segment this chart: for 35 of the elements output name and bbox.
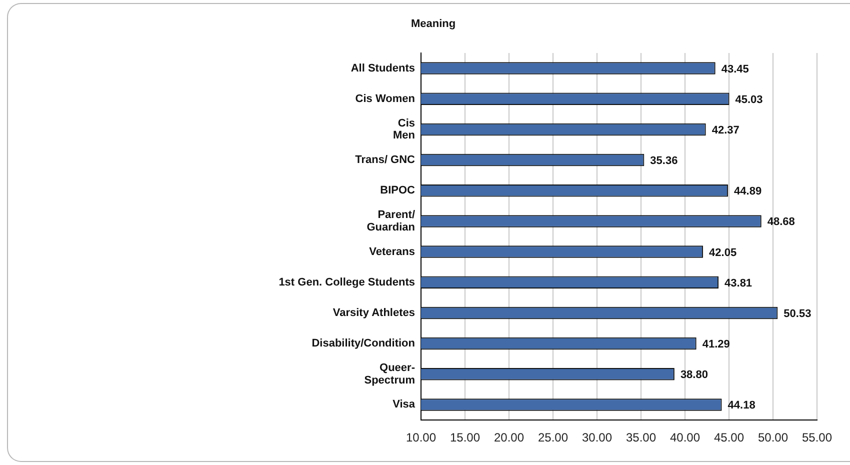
data-label: 43.81	[724, 277, 752, 290]
y-tick-label: Cis Women	[355, 92, 416, 105]
data-label: 42.37	[712, 124, 740, 136]
x-tick-label: 45.00	[714, 430, 744, 445]
x-tick-label: 50.00	[758, 430, 788, 445]
y-tick-label: Parent/ Guardian	[366, 209, 416, 234]
data-label: 50.53	[784, 308, 812, 320]
data-label: 38.80	[680, 369, 708, 382]
x-tick-label: 40.00	[670, 430, 700, 445]
y-tick-label: Disability/Condition	[312, 338, 416, 350]
x-tick-label: 10.00	[406, 430, 436, 445]
y-tick-label: All Students	[350, 62, 415, 74]
y-tick-label: BIPOC	[380, 184, 416, 197]
x-tick-label: 30.00	[582, 430, 612, 445]
data-label: 35.36	[650, 155, 678, 168]
x-tick-label: 55.00	[802, 430, 832, 445]
y-tick-label: Veterans	[369, 246, 415, 258]
data-label: 41.29	[702, 338, 730, 351]
y-tick-label: Queer- Spectrum	[364, 362, 416, 386]
y-tick-label: Visa	[392, 398, 416, 411]
data-label: 44.89	[734, 186, 762, 198]
x-tick-label: 15.00	[450, 430, 480, 445]
data-label: 44.18	[728, 400, 756, 412]
x-tick-label: 20.00	[494, 430, 524, 445]
y-tick-label: Varsity Athletes	[332, 306, 415, 319]
y-tick-label: 1st Gen. College Students	[278, 276, 415, 288]
data-label: 42.05	[709, 246, 737, 259]
chart-title: Meaning	[411, 18, 456, 30]
x-tick-label: 25.00	[538, 430, 568, 445]
data-label: 43.45	[721, 63, 749, 76]
data-label: 45.03	[735, 94, 763, 106]
x-tick-label: 35.00	[626, 430, 656, 445]
y-tick-label: Trans/ GNC	[355, 154, 416, 166]
data-label: 48.68	[767, 216, 795, 228]
y-tick-label: Cis Men	[393, 117, 416, 142]
